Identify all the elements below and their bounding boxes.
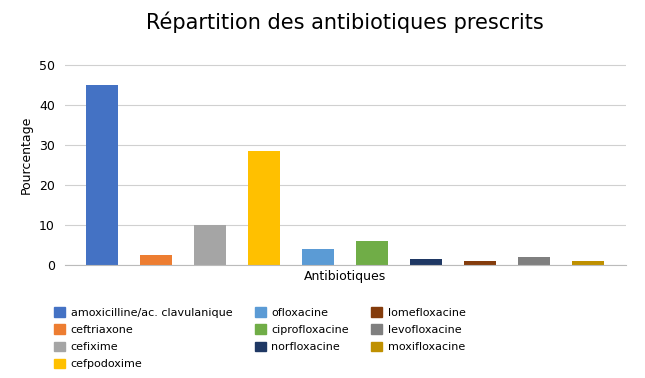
Bar [140, 255, 172, 265]
Bar [356, 241, 388, 265]
Bar [86, 85, 119, 265]
Legend: amoxicilline/ac. clavulanique, ceftriaxone, cefixime, cefpodoxime, ofloxacine, c: amoxicilline/ac. clavulanique, ceftriaxo… [51, 304, 469, 372]
Bar [302, 249, 334, 265]
Title: Répartition des antibiotiques prescrits: Répartition des antibiotiques prescrits [146, 11, 544, 33]
X-axis label: Antibiotiques: Antibiotiques [304, 270, 386, 283]
Bar [194, 225, 226, 265]
Bar [464, 260, 496, 265]
Bar [571, 260, 604, 265]
Y-axis label: Pourcentage: Pourcentage [20, 116, 34, 194]
Bar [518, 257, 550, 265]
Bar [410, 259, 442, 265]
Bar [248, 151, 281, 265]
